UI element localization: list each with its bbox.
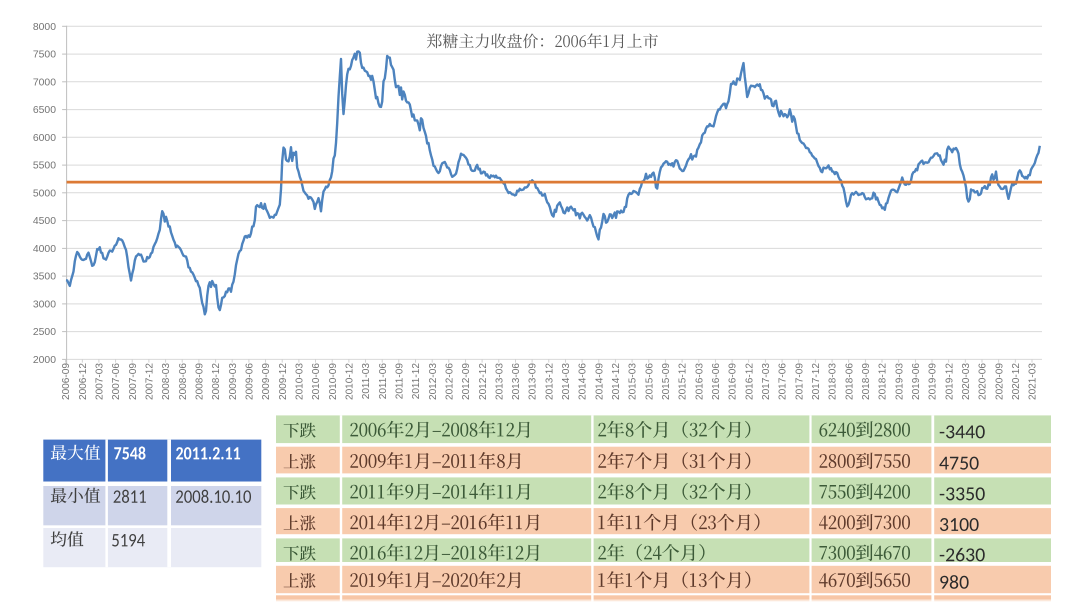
svg-text:4000: 4000 [33,244,56,255]
svg-text:2009-03: 2009-03 [228,363,239,400]
svg-text:2007-12: 2007-12 [145,363,156,400]
svg-text:2020-12: 2020-12 [1011,363,1022,400]
svg-text:8000: 8000 [33,22,56,33]
svg-text:2011-09: 2011-09 [394,363,405,400]
svg-text:2015-12: 2015-12 [678,363,689,400]
svg-text:2010-12: 2010-12 [345,363,356,400]
svg-text:2013-06: 2013-06 [511,363,522,400]
svg-text:2000: 2000 [33,355,56,366]
svg-text:6000: 6000 [33,133,56,144]
svg-text:2008-12: 2008-12 [211,363,222,400]
svg-text:2017-09: 2017-09 [794,363,805,400]
svg-text:2019-12: 2019-12 [944,363,955,400]
svg-text:2018-03: 2018-03 [828,363,839,400]
svg-text:2020-03: 2020-03 [961,363,972,400]
svg-text:2007-03: 2007-03 [95,363,106,400]
svg-text:2007-06: 2007-06 [111,363,122,400]
svg-text:2014-12: 2014-12 [611,363,622,400]
svg-text:2008-09: 2008-09 [195,363,206,400]
svg-text:2017-12: 2017-12 [811,363,822,400]
svg-text:2012-06: 2012-06 [444,363,455,400]
svg-text:2010-09: 2010-09 [328,363,339,400]
svg-text:2015-09: 2015-09 [661,363,672,400]
svg-text:2013-09: 2013-09 [528,363,539,400]
svg-text:2011-06: 2011-06 [378,363,389,400]
svg-text:2016-06: 2016-06 [711,363,722,400]
svg-text:2009-12: 2009-12 [278,363,289,400]
svg-text:4500: 4500 [33,216,56,227]
svg-text:2009-06: 2009-06 [245,363,256,400]
svg-text:3000: 3000 [33,300,56,311]
svg-text:2011-03: 2011-03 [361,363,372,400]
svg-text:2500: 2500 [33,327,56,338]
svg-text:3500: 3500 [33,272,56,283]
svg-text:2018-06: 2018-06 [844,363,855,400]
svg-text:2014-09: 2014-09 [594,363,605,400]
svg-text:2012-12: 2012-12 [478,363,489,400]
svg-text:2015-06: 2015-06 [644,363,655,400]
svg-text:2020-06: 2020-06 [978,363,989,400]
svg-text:2017-03: 2017-03 [761,363,772,400]
svg-text:5000: 5000 [33,188,56,199]
svg-text:2018-12: 2018-12 [878,363,889,400]
svg-text:2008-06: 2008-06 [178,363,189,400]
svg-text:2017-06: 2017-06 [778,363,789,400]
svg-text:5500: 5500 [33,161,56,172]
svg-text:2016-12: 2016-12 [744,363,755,400]
svg-text:2015-03: 2015-03 [628,363,639,400]
svg-text:2014-03: 2014-03 [561,363,572,400]
svg-text:7500: 7500 [33,50,56,61]
svg-text:2009-09: 2009-09 [261,363,272,400]
svg-text:7000: 7000 [33,77,56,88]
svg-text:2010-06: 2010-06 [311,363,322,400]
svg-text:2008-03: 2008-03 [161,363,172,400]
svg-text:2021-03: 2021-03 [1028,363,1039,400]
svg-text:2010-03: 2010-03 [295,363,306,400]
svg-text:2018-09: 2018-09 [861,363,872,400]
svg-text:2019-03: 2019-03 [894,363,905,400]
svg-text:2007-09: 2007-09 [128,363,139,400]
svg-text:2019-06: 2019-06 [911,363,922,400]
svg-text:2006-12: 2006-12 [78,363,89,400]
svg-text:2019-09: 2019-09 [928,363,939,400]
svg-text:2016-09: 2016-09 [728,363,739,400]
svg-text:2006-09: 2006-09 [61,363,72,400]
svg-text:2011-12: 2011-12 [411,363,422,400]
svg-text:6500: 6500 [33,105,56,116]
svg-text:2012-03: 2012-03 [428,363,439,400]
svg-text:2013-12: 2013-12 [544,363,555,400]
svg-text:2020-09: 2020-09 [994,363,1005,400]
svg-text:2012-09: 2012-09 [461,363,472,400]
svg-text:2013-03: 2013-03 [494,363,505,400]
svg-text:2016-03: 2016-03 [694,363,705,400]
svg-text:2014-06: 2014-06 [578,363,589,400]
